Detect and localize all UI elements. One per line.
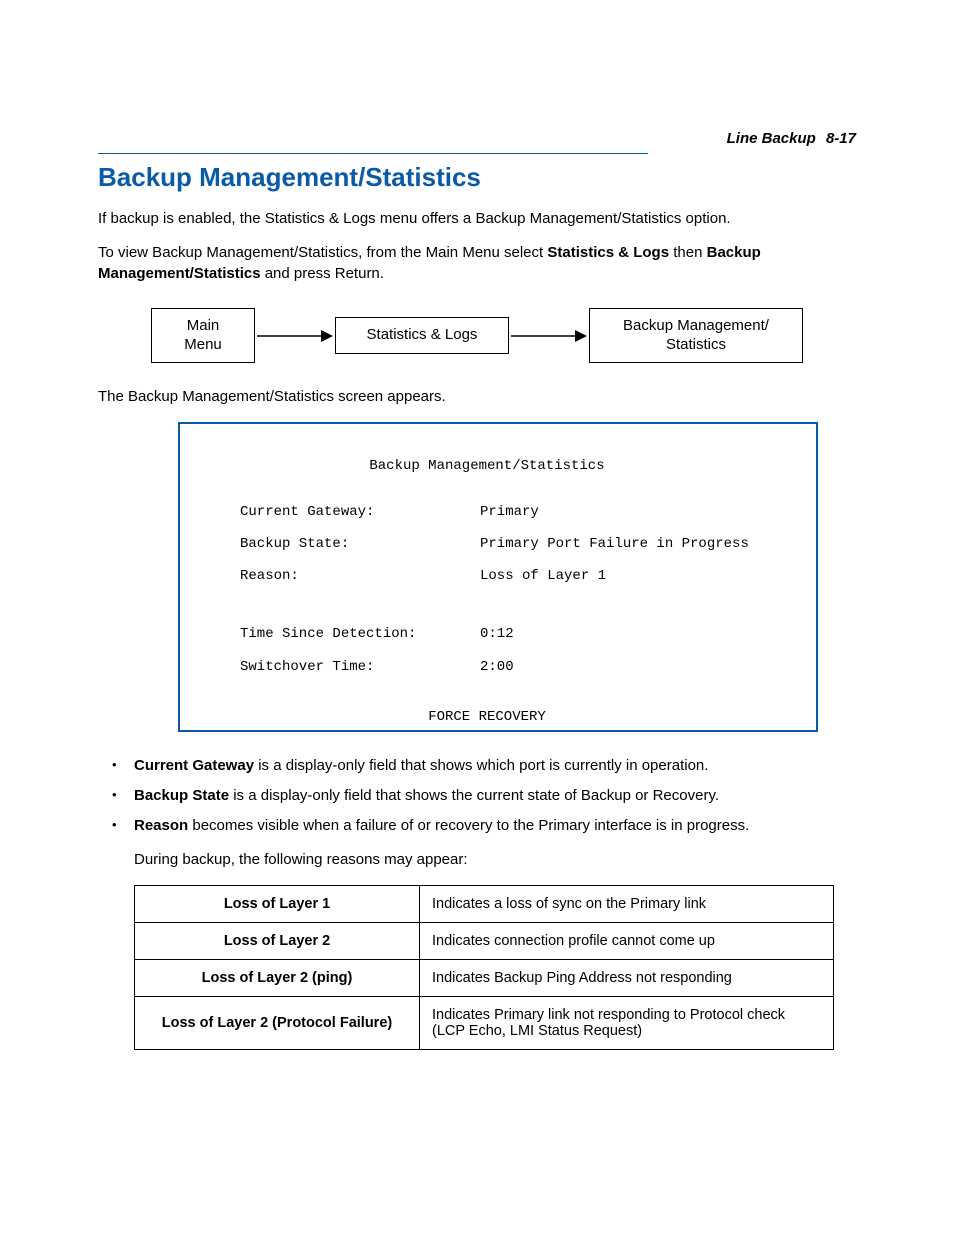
reason-name: Loss of Layer 2 (Protocol Failure)	[135, 996, 420, 1049]
reason-desc: Indicates a loss of sync on the Primary …	[420, 885, 834, 922]
terminal-label: Switchover Time:	[240, 659, 480, 675]
terminal-value: Loss of Layer 1	[480, 568, 606, 584]
flow-box-backup-stats: Backup Management/ Statistics	[589, 308, 803, 364]
terminal-label: Current Gateway:	[240, 504, 480, 520]
header-section: Line Backup	[727, 130, 816, 147]
flow-box1-line2: Menu	[184, 336, 222, 353]
page-title: Backup Management/Statistics	[98, 162, 856, 193]
bullet-term: Reason	[134, 817, 188, 834]
list-item: Reason becomes visible when a failure of…	[98, 816, 856, 836]
reason-name: Loss of Layer 2 (ping)	[135, 959, 420, 996]
intro-paragraph-1: If backup is enabled, the Statistics & L…	[98, 209, 856, 229]
terminal-value: Primary	[480, 504, 539, 520]
terminal-label: Time Since Detection:	[240, 626, 480, 642]
terminal-row: Current Gateway:Primary	[240, 504, 794, 520]
flow-box-main-menu: Main Menu	[151, 308, 255, 364]
terminal-value: 2:00	[480, 659, 514, 675]
header-page-ref: 8-17	[826, 130, 856, 147]
table-row: Loss of Layer 1 Indicates a loss of sync…	[135, 885, 834, 922]
terminal-label: Backup State:	[240, 536, 480, 552]
terminal-force-recovery: FORCE RECOVERY	[180, 709, 794, 725]
list-item: Current Gateway is a display-only field …	[98, 756, 856, 776]
document-page: Line Backup 8-17 Backup Management/Stati…	[0, 0, 954, 1235]
bullet-term: Backup State	[134, 787, 229, 804]
terminal-row: Time Since Detection:0:12	[240, 626, 794, 642]
list-item: Backup State is a display-only field tha…	[98, 786, 856, 806]
reason-desc: Indicates Backup Ping Address not respon…	[420, 959, 834, 996]
flow-box-stats-logs: Statistics & Logs	[335, 317, 509, 354]
table-row: Loss of Layer 2 (Protocol Failure) Indic…	[135, 996, 834, 1049]
reason-name: Loss of Layer 1	[135, 885, 420, 922]
intro2-bold-1: Statistics & Logs	[547, 244, 669, 261]
during-backup-paragraph: During backup, the following reasons may…	[134, 850, 856, 870]
terminal-row: Switchover Time:2:00	[240, 659, 794, 675]
bullet-rest: is a display-only field that shows the c…	[229, 787, 719, 804]
terminal-label: Reason:	[240, 568, 480, 584]
flow-box3-line2: Statistics	[666, 336, 726, 353]
flow-box2-label: Statistics & Logs	[367, 326, 478, 343]
intro2-mid: then	[669, 244, 707, 261]
intro-paragraph-2: To view Backup Management/Statistics, fr…	[98, 243, 856, 284]
terminal-value: 0:12	[480, 626, 514, 642]
table-row: Loss of Layer 2 (ping) Indicates Backup …	[135, 959, 834, 996]
after-flow-paragraph: The Backup Management/Statistics screen …	[98, 387, 856, 407]
intro2-post: and press Return.	[261, 265, 384, 282]
reason-desc: Indicates connection profile cannot come…	[420, 922, 834, 959]
bullet-term: Current Gateway	[134, 757, 254, 774]
running-header: Line Backup 8-17	[98, 130, 856, 147]
bullet-rest: is a display-only field that shows which…	[254, 757, 708, 774]
terminal-title: Backup Management/Statistics	[180, 458, 794, 474]
reason-desc: Indicates Primary link not responding to…	[420, 996, 834, 1049]
terminal-row: Backup State:Primary Port Failure in Pro…	[240, 536, 794, 552]
arrow-icon	[255, 326, 335, 346]
bullet-rest: becomes visible when a failure of or rec…	[188, 817, 749, 834]
flow-box1-line1: Main	[187, 317, 220, 334]
terminal-spacer	[240, 600, 794, 610]
field-description-list: Current Gateway is a display-only field …	[98, 756, 856, 837]
reasons-table: Loss of Layer 1 Indicates a loss of sync…	[134, 885, 834, 1050]
flow-box3-line1: Backup Management/	[623, 317, 769, 334]
terminal-row: Reason:Loss of Layer 1	[240, 568, 794, 584]
terminal-screen: Backup Management/Statistics Current Gat…	[178, 422, 818, 732]
arrow-icon	[509, 326, 589, 346]
terminal-value: Primary Port Failure in Progress	[480, 536, 749, 552]
title-rule	[98, 153, 648, 154]
reason-name: Loss of Layer 2	[135, 922, 420, 959]
table-row: Loss of Layer 2 Indicates connection pro…	[135, 922, 834, 959]
intro2-pre: To view Backup Management/Statistics, fr…	[98, 244, 547, 261]
nav-flow-diagram: Main Menu Statistics & Logs Backup Manag…	[98, 308, 856, 364]
